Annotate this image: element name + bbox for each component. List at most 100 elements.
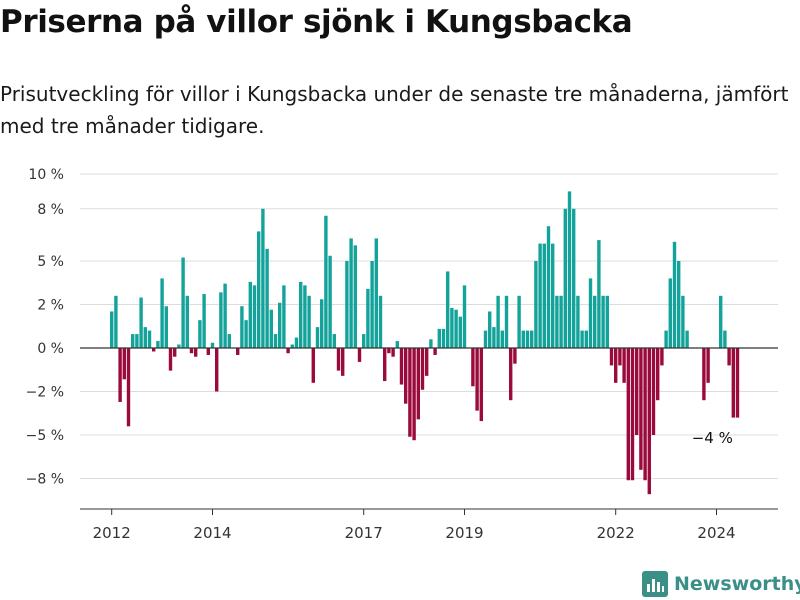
chart-title: Priserna på villor sjönk i Kungsbacka [0, 4, 633, 40]
x-tick-label: 2019 [445, 524, 483, 542]
bar [672, 241, 677, 348]
bar [677, 261, 681, 348]
bar [391, 348, 395, 357]
gridlines [80, 173, 778, 479]
bar [366, 288, 370, 348]
bar [194, 348, 198, 357]
bar [173, 348, 177, 357]
bar [635, 348, 639, 435]
bar [622, 348, 626, 383]
bar [538, 243, 542, 348]
bar [660, 348, 664, 366]
bar [248, 281, 252, 348]
bar [252, 285, 257, 348]
bar [383, 348, 387, 382]
bar [341, 348, 345, 376]
bar [525, 330, 530, 348]
bar [240, 306, 244, 348]
bar [156, 341, 160, 348]
y-tick-label: 8 % [37, 202, 64, 218]
bar [324, 215, 328, 348]
bar [618, 348, 622, 366]
bar [639, 348, 643, 470]
brand-name: Newsworthy [674, 573, 800, 595]
y-tick-label: −2 % [26, 385, 64, 401]
bar [504, 295, 509, 348]
bar [349, 238, 353, 348]
bar [185, 295, 189, 348]
bar [605, 295, 609, 348]
bar [702, 348, 706, 401]
bar [614, 348, 618, 383]
bar [609, 348, 614, 366]
bar [345, 261, 349, 348]
bar [320, 299, 324, 348]
bar [488, 311, 492, 348]
y-tick-label: 5 % [37, 254, 64, 270]
axes [80, 347, 778, 515]
bar [219, 292, 223, 348]
bar [152, 348, 156, 352]
bar [332, 334, 336, 348]
bar [311, 348, 315, 383]
bar [727, 348, 731, 366]
bar [160, 278, 164, 348]
bar [446, 271, 450, 348]
bar [576, 295, 580, 348]
bar [273, 334, 278, 348]
x-tick-label: 2014 [193, 524, 231, 542]
bar [462, 285, 467, 348]
bar [328, 255, 332, 348]
bar [588, 278, 593, 348]
bar [530, 330, 534, 348]
y-tick-label: 2 % [37, 298, 64, 314]
x-tick-label: 2022 [597, 524, 635, 542]
bar [236, 348, 240, 355]
bar [542, 243, 546, 348]
bar [580, 330, 584, 348]
bar [647, 348, 651, 495]
bar [395, 341, 399, 348]
bar [261, 208, 265, 348]
bar [601, 295, 605, 348]
bar [315, 327, 320, 348]
bar [458, 316, 462, 348]
bars [110, 191, 740, 495]
bar [416, 348, 420, 420]
bar [269, 309, 273, 348]
bar [374, 238, 378, 348]
bar [307, 295, 311, 348]
bar [643, 348, 647, 481]
bar [425, 348, 429, 376]
bar [290, 344, 294, 348]
bar [429, 339, 433, 348]
bar [294, 337, 299, 348]
bar [122, 348, 126, 380]
bar [534, 261, 538, 348]
latest-value-label: −4 % [692, 429, 733, 447]
bar [546, 226, 551, 348]
x-tick-label: 2012 [93, 524, 131, 542]
bar [723, 330, 727, 348]
bar [110, 311, 114, 348]
bar [555, 295, 559, 348]
bar [492, 327, 496, 348]
y-tick-label: −8 % [26, 472, 64, 488]
bar [412, 348, 416, 441]
y-tick-label: 0 % [37, 341, 64, 357]
chart-subtitle: Prisutveckling för villor i Kungsbacka u… [0, 82, 789, 138]
bar [471, 348, 475, 387]
bar [513, 348, 517, 364]
bar [626, 348, 630, 481]
bar [441, 328, 446, 348]
bar [681, 295, 685, 348]
bar [399, 348, 404, 385]
bar [378, 295, 383, 348]
bar [593, 295, 597, 348]
bar [437, 328, 441, 348]
bar [265, 248, 269, 348]
bar [244, 320, 248, 348]
bar [630, 348, 635, 481]
brand-logo[interactable]: Newsworthy [642, 568, 800, 600]
